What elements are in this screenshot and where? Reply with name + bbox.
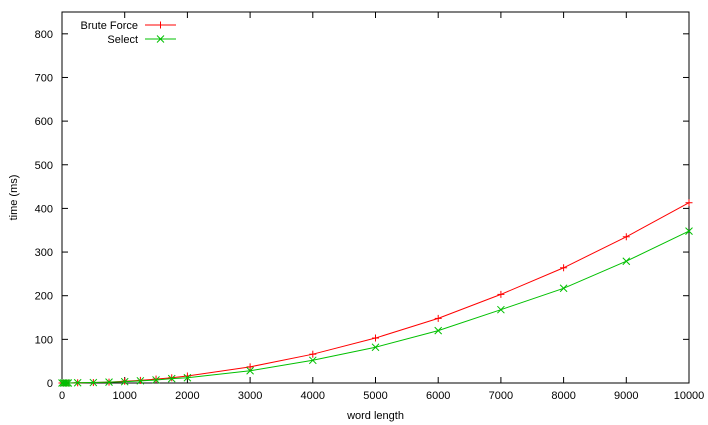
data-point: [183, 373, 192, 382]
legend-label: Brute Force: [81, 20, 138, 32]
legend-swatch-marker: [156, 35, 165, 43]
series-layer: [58, 199, 693, 387]
y-tick-label: 700: [35, 72, 53, 84]
y-tick-label: 600: [35, 116, 53, 128]
y-axis-title: time (ms): [8, 175, 20, 221]
data-point: [497, 290, 505, 298]
plot-frame: [61, 11, 690, 384]
data-point: [120, 377, 129, 386]
data-point: [61, 379, 69, 387]
data-point: [89, 378, 98, 387]
data-point: [64, 379, 73, 387]
y-tick-label: 400: [35, 203, 53, 215]
legend-item: Select: [107, 34, 176, 46]
y-tick-label: 0: [47, 378, 53, 390]
axis-tick-labels: 0 1000 2000 3000 4000 5000 6000 7000 8000 9000 100…: [35, 29, 705, 402]
legend-label: Select: [107, 34, 138, 46]
x-tick-label: 4000: [301, 390, 325, 402]
data-point: [105, 378, 113, 386]
x-tick-label: 8000: [551, 390, 575, 402]
legend: Brute Force Select: [81, 20, 176, 46]
data-point: [560, 264, 568, 272]
x-tick-label: 3000: [238, 390, 262, 402]
data-point: [73, 378, 82, 387]
data-point: [152, 376, 160, 384]
data-point: [152, 375, 160, 383]
series-1: [58, 199, 693, 387]
x-tick-label: 10000: [674, 390, 705, 402]
series-2: [58, 227, 693, 387]
legend-swatch-marker: [157, 21, 164, 29]
series-line: [62, 230, 690, 384]
data-point: [685, 199, 693, 207]
legend-item: Brute Force: [81, 20, 176, 32]
data-point: [168, 374, 176, 382]
x-axis-title: word length: [346, 410, 404, 422]
data-point: [559, 284, 568, 293]
x-tick-label: 7000: [489, 390, 513, 402]
data-point: [136, 376, 145, 385]
data-point: [167, 374, 176, 383]
series-line: [62, 202, 690, 384]
x-tick-label: 1000: [112, 390, 136, 402]
data-point: [246, 363, 254, 371]
x-tick-label: 9000: [614, 390, 638, 402]
data-point: [309, 350, 317, 358]
y-tick-label: 200: [35, 291, 53, 303]
y-tick-label: 800: [35, 29, 53, 41]
y-tick-label: 500: [35, 160, 53, 172]
data-point: [622, 257, 631, 266]
data-point: [434, 326, 443, 335]
data-point: [371, 343, 380, 352]
data-point: [685, 227, 693, 235]
y-tick-label: 100: [35, 334, 53, 346]
data-point: [434, 314, 442, 322]
data-point: [372, 334, 379, 342]
data-point: [62, 379, 71, 387]
data-point: [308, 356, 317, 365]
x-tick-label: 5000: [363, 390, 387, 402]
data-point: [497, 305, 505, 314]
x-tick-label: 6000: [426, 390, 450, 402]
x-tick-label: 2000: [175, 390, 199, 402]
data-point: [622, 233, 630, 241]
axis-ticks: [61, 12, 690, 384]
y-tick-label: 300: [35, 247, 53, 259]
data-point: [246, 366, 254, 375]
x-tick-label: 0: [59, 390, 65, 402]
